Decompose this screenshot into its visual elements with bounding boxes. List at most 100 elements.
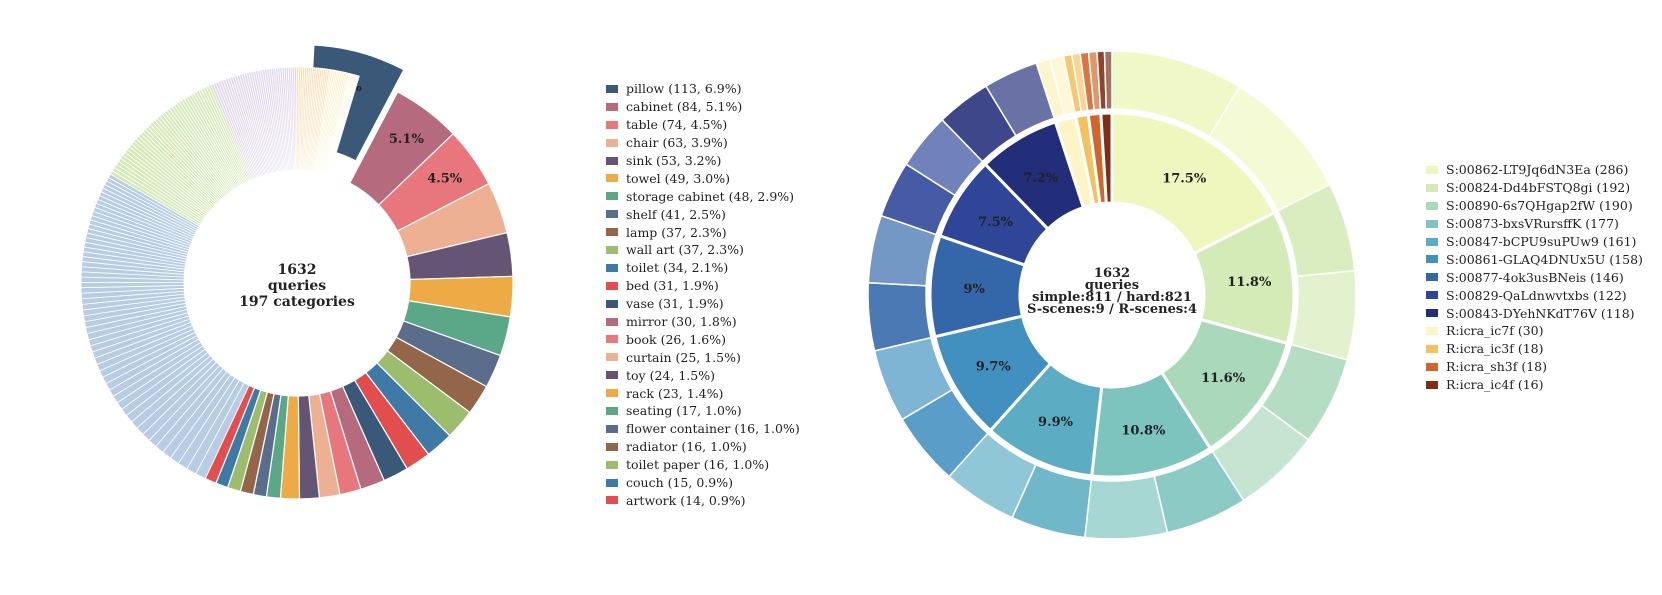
category-legend-item: artwork (14, 0.9%) <box>606 491 800 509</box>
center-total-queries: 1632 <box>278 262 317 278</box>
scene-legend-label: R:icra_ic4f (16) <box>1446 377 1544 393</box>
category-legend-label: shelf (41, 2.5%) <box>626 206 726 222</box>
category-legend-swatch <box>606 192 618 201</box>
category-legend-label: bed (31, 1.9%) <box>626 278 719 294</box>
slice-label-table: 4.5% <box>427 172 463 187</box>
scene-legend-item: S:00877-4ok3usBNeis (146) <box>1426 268 1643 286</box>
scene-legend-swatch <box>1426 291 1438 300</box>
scene-outer-slice <box>1103 50 1113 110</box>
scene-legend-swatch <box>1426 273 1438 282</box>
scene-slice-label: 17.5% <box>1162 171 1207 186</box>
category-legend-item: couch (15, 0.9%) <box>606 474 800 492</box>
ring-separator <box>926 109 1298 481</box>
category-legend-swatch <box>606 406 618 415</box>
category-legend-item: cabinet (84, 5.1%) <box>606 98 800 116</box>
scene-legend-item: R:icra_ic3f (18) <box>1426 340 1643 358</box>
category-legend-swatch <box>606 478 618 487</box>
slice-label-cabinet: 5.1% <box>389 132 425 147</box>
category-legend-item: shelf (41, 2.5%) <box>606 205 800 223</box>
category-legend-item: sink (53, 3.2%) <box>606 152 800 170</box>
category-legend-swatch <box>606 353 618 362</box>
category-legend-item: pillow (113, 6.9%) <box>606 80 800 98</box>
category-legend-label: lamp (37, 2.3%) <box>626 224 727 240</box>
scene-legend-label: S:00824-Dd4bFSTQ8gi (192) <box>1446 180 1631 196</box>
category-legend-label: couch (15, 0.9%) <box>626 475 733 491</box>
category-legend-item: table (74, 4.5%) <box>606 116 800 134</box>
scene-donut-center-text: 1632 queries simple:811 / hard:821 S-sce… <box>1027 266 1197 317</box>
category-legend-label: vase (31, 1.9%) <box>626 296 724 312</box>
category-legend-label: flower container (16, 1.0%) <box>626 421 800 437</box>
category-legend-swatch <box>606 102 618 111</box>
category-legend-label: curtain (25, 1.5%) <box>626 349 741 365</box>
category-legend-label: pillow (113, 6.9%) <box>626 81 742 97</box>
scene-inner-slice <box>1099 111 1114 205</box>
category-legend: pillow (113, 6.9%) cabinet (84, 5.1%) tabl… <box>606 80 800 509</box>
category-legend-swatch <box>606 84 618 93</box>
center-scene-counts-label: S-scenes:9 / R-scenes:4 <box>1027 302 1197 317</box>
category-legend-label: toy (24, 1.5%) <box>626 367 715 383</box>
category-legend-item: mirror (30, 1.8%) <box>606 313 800 331</box>
center-categories-label: 197 categories <box>239 294 355 310</box>
category-legend-swatch <box>606 245 618 254</box>
scene-legend-label: R:icra_sh3f (18) <box>1446 359 1547 375</box>
scene-legend-swatch <box>1426 362 1438 371</box>
scene-legend-item: S:00862-LT9Jq6dN3Ea (286) <box>1426 161 1643 179</box>
category-donut-center-text: 1632 queries 197 categories <box>239 262 355 310</box>
scene-legend-item: S:00847-bCPU9suPUw9 (161) <box>1426 233 1643 251</box>
category-legend-swatch <box>606 317 618 326</box>
category-legend-item: toilet paper (16, 1.0%) <box>606 456 800 474</box>
category-legend-item: rack (23, 1.4%) <box>606 384 800 402</box>
category-legend-label: storage cabinet (48, 2.9%) <box>626 188 795 204</box>
category-legend-item: vase (31, 1.9%) <box>606 295 800 313</box>
category-legend-label: seating (17, 1.0%) <box>626 403 742 419</box>
category-legend-item: toilet (34, 2.1%) <box>606 259 800 277</box>
center-queries-label-right: queries <box>1085 278 1139 293</box>
scene-legend-item: R:icra_ic4f (16) <box>1426 376 1643 394</box>
category-legend-swatch <box>606 371 618 380</box>
scene-legend-label: R:icra_ic7f (30) <box>1446 323 1544 339</box>
category-legend-label: book (26, 1.6%) <box>626 331 726 347</box>
scene-slice-label: 9% <box>963 282 985 297</box>
category-legend-label: artwork (14, 0.9%) <box>626 492 746 508</box>
category-donut-chart: 7%5.1%4.5% <box>80 44 514 500</box>
scene-legend-item: S:00890-6s7QHgap2fW (190) <box>1426 197 1643 215</box>
center-simple-hard-label: simple:811 / hard:821 <box>1032 290 1192 305</box>
scene-legend-swatch <box>1426 380 1438 389</box>
scene-legend-swatch <box>1426 309 1438 318</box>
category-legend-swatch <box>606 424 618 433</box>
scene-legend-swatch <box>1426 326 1438 335</box>
scene-legend-item: R:icra_sh3f (18) <box>1426 358 1643 376</box>
category-legend-label: table (74, 4.5%) <box>626 117 728 133</box>
center-total-queries-right: 1632 <box>1094 266 1130 281</box>
scene-legend-label: S:00890-6s7QHgap2fW (190) <box>1446 198 1633 214</box>
scene-legend: S:00862-LT9Jq6dN3Ea (286) S:00824-Dd4bFST… <box>1426 161 1643 394</box>
scene-slice-label: 11.6% <box>1201 371 1246 386</box>
scene-nested-donut-chart: 17.5% 11.8% 11.6% 10.8% 9.9% 9.7% 9% 7.5% 7.2% <box>867 50 1357 540</box>
scene-legend-label: S:00877-4ok3usBNeis (146) <box>1446 269 1624 285</box>
category-legend-label: rack (23, 1.4%) <box>626 385 724 401</box>
scene-legend-label: S:00862-LT9Jq6dN3Ea (286) <box>1446 162 1629 178</box>
category-legend-label: cabinet (84, 5.1%) <box>626 99 743 115</box>
scene-legend-swatch <box>1426 183 1438 192</box>
scene-legend-label: S:00873-bxsVRursffK (177) <box>1446 216 1619 232</box>
category-legend-item: seating (17, 1.0%) <box>606 402 800 420</box>
category-legend-item: chair (63, 3.9%) <box>606 134 800 152</box>
category-legend-swatch <box>606 120 618 129</box>
scene-legend-swatch <box>1426 165 1438 174</box>
category-legend-item: toy (24, 1.5%) <box>606 366 800 384</box>
category-legend-item: towel (49, 3.0%) <box>606 169 800 187</box>
scene-legend-swatch <box>1426 237 1438 246</box>
category-legend-swatch <box>606 389 618 398</box>
category-legend-item: bed (31, 1.9%) <box>606 277 800 295</box>
scene-legend-swatch <box>1426 201 1438 210</box>
category-legend-swatch <box>606 496 618 505</box>
category-legend-item: lamp (37, 2.3%) <box>606 223 800 241</box>
category-legend-item: radiator (16, 1.0%) <box>606 438 800 456</box>
category-legend-item: storage cabinet (48, 2.9%) <box>606 187 800 205</box>
category-legend-swatch <box>606 442 618 451</box>
scene-legend-label: S:00847-bCPU9suPUw9 (161) <box>1446 234 1637 249</box>
category-legend-swatch <box>606 335 618 344</box>
category-legend-item: curtain (25, 1.5%) <box>606 348 800 366</box>
scene-legend-label: S:00861-GLAQ4DNUx5U (158) <box>1446 251 1643 267</box>
scene-legend-label: S:00843-DYehNKdT76V (118) <box>1446 305 1635 321</box>
